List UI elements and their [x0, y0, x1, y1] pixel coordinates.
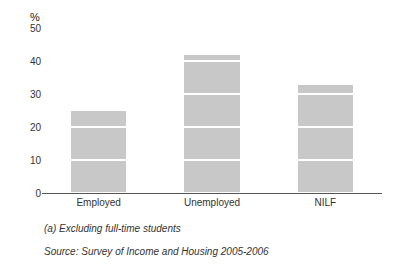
svg-text:10: 10 — [30, 155, 42, 166]
svg-text:40: 40 — [30, 56, 42, 67]
svg-text:Unemployed: Unemployed — [184, 197, 240, 208]
svg-text:Source: Survey of Income and H: Source: Survey of Income and Housing 200… — [44, 246, 269, 257]
svg-text:Employed: Employed — [76, 197, 120, 208]
svg-text:NILF: NILF — [314, 197, 336, 208]
svg-text:30: 30 — [30, 89, 42, 100]
svg-text:(a) Excluding full-time studen: (a) Excluding full-time students — [44, 223, 181, 234]
svg-text:0: 0 — [35, 188, 41, 199]
svg-text:%: % — [30, 11, 40, 23]
svg-text:50: 50 — [30, 23, 42, 34]
svg-text:20: 20 — [30, 122, 42, 133]
